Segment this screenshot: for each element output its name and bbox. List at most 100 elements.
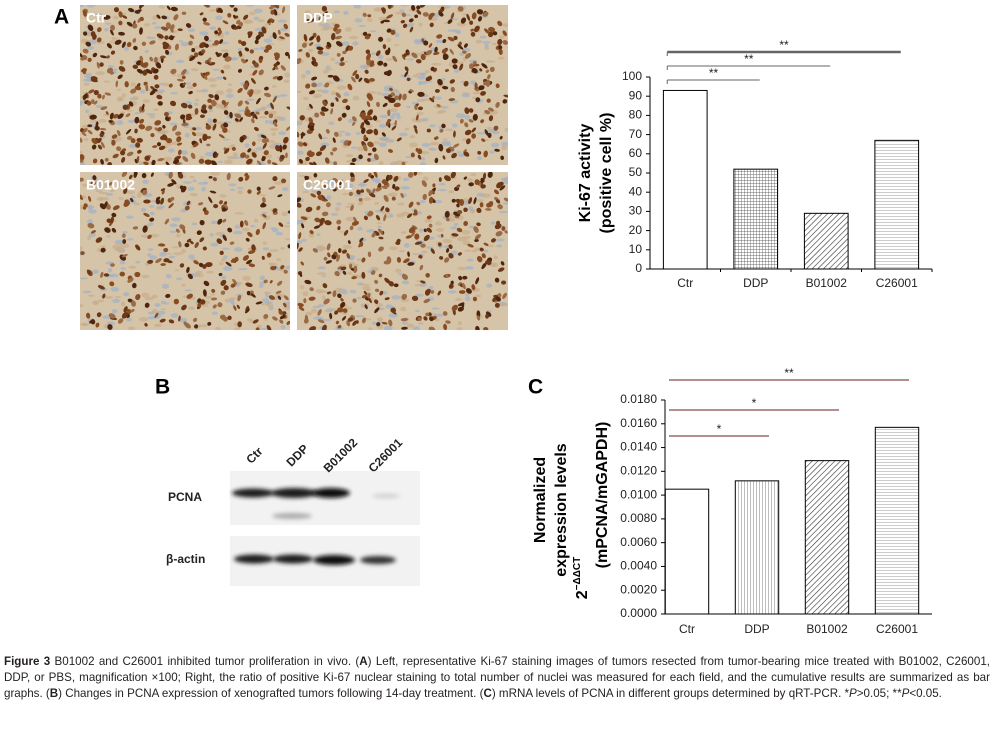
stroma: [345, 154, 354, 158]
nucleus: [179, 263, 185, 268]
nucleus: [119, 60, 124, 65]
nucleus: [272, 176, 278, 182]
nucleus: [248, 90, 254, 97]
nucleus: [258, 69, 264, 76]
stroma: [377, 54, 384, 60]
nucleus: [428, 12, 435, 18]
nucleus: [448, 253, 454, 259]
nucleus: [319, 222, 324, 227]
stroma: [95, 13, 103, 16]
stroma: [437, 188, 447, 192]
nucleus: [442, 155, 446, 160]
stroma: [395, 32, 400, 38]
nucleus: [135, 142, 141, 148]
stroma: [438, 182, 446, 186]
stroma: [273, 95, 281, 98]
nucleus: [422, 12, 429, 17]
nucleus: [99, 127, 107, 131]
nucleus: [472, 113, 478, 121]
stroma: [414, 283, 425, 287]
nucleus: [310, 193, 317, 198]
stroma: [125, 190, 135, 195]
stroma: [404, 127, 410, 131]
stroma: [273, 115, 283, 121]
nucleus: [430, 290, 435, 294]
nucleus: [339, 62, 345, 67]
nucleus: [471, 68, 478, 74]
stroma: [97, 299, 105, 303]
bar: [733, 168, 779, 270]
stroma: [194, 102, 199, 106]
nucleus: [310, 128, 315, 131]
nucleus: [111, 212, 117, 218]
nucleus: [367, 251, 372, 258]
nucleus: [87, 124, 93, 128]
nucleus: [170, 24, 175, 30]
stroma: [475, 294, 482, 298]
nucleus: [264, 92, 272, 98]
nucleus: [117, 318, 124, 324]
stroma: [397, 202, 405, 206]
nucleus: [83, 31, 88, 36]
nucleus: [495, 199, 501, 204]
stroma: [418, 228, 424, 233]
nucleus: [156, 94, 163, 100]
stroma: [376, 317, 384, 321]
nucleus: [227, 315, 232, 321]
nucleus: [373, 172, 378, 178]
nucleus: [252, 319, 259, 324]
nucleus: [409, 89, 414, 93]
nucleus: [244, 308, 250, 314]
nucleus: [444, 175, 451, 182]
nucleus: [210, 297, 218, 301]
micrograph: Ctr: [80, 5, 290, 165]
nucleus: [342, 270, 347, 275]
nucleus: [442, 39, 447, 44]
stroma: [343, 92, 350, 97]
stroma: [86, 5, 96, 8]
stroma: [280, 324, 286, 330]
nucleus: [176, 142, 183, 146]
nucleus: [418, 255, 423, 259]
nucleus: [352, 265, 358, 274]
nucleus: [113, 7, 120, 13]
nucleus: [269, 6, 274, 10]
nucleus: [254, 39, 259, 45]
nucleus: [428, 43, 433, 48]
nucleus: [428, 223, 433, 228]
nucleus: [233, 7, 238, 12]
nucleus: [297, 242, 299, 250]
stroma: [354, 193, 363, 197]
nucleus: [266, 252, 272, 258]
nucleus: [471, 133, 477, 139]
stroma: [117, 96, 124, 102]
nucleus: [218, 134, 225, 139]
nucleus: [128, 174, 133, 180]
nucleus: [245, 237, 250, 242]
nucleus: [96, 37, 102, 43]
stroma: [140, 89, 146, 94]
nucleus: [286, 321, 290, 325]
nucleus: [279, 319, 284, 324]
nucleus: [160, 263, 166, 266]
nucleus: [420, 243, 426, 248]
nucleus: [247, 232, 253, 238]
nucleus: [321, 324, 327, 330]
y-tick-label: 0.0020: [620, 582, 657, 596]
stroma: [356, 258, 362, 261]
nucleus: [376, 101, 380, 108]
nucleus: [147, 259, 154, 264]
nucleus: [395, 241, 401, 245]
nucleus: [458, 290, 466, 294]
caption-run: B: [49, 687, 59, 700]
nucleus: [466, 13, 471, 21]
nucleus: [282, 144, 287, 150]
nucleus: [177, 149, 182, 156]
nucleus: [142, 189, 148, 196]
nucleus: [251, 152, 257, 158]
stroma: [215, 231, 225, 236]
nucleus: [80, 68, 87, 73]
nucleus: [442, 54, 449, 60]
stroma: [188, 254, 195, 260]
nucleus: [406, 77, 411, 82]
